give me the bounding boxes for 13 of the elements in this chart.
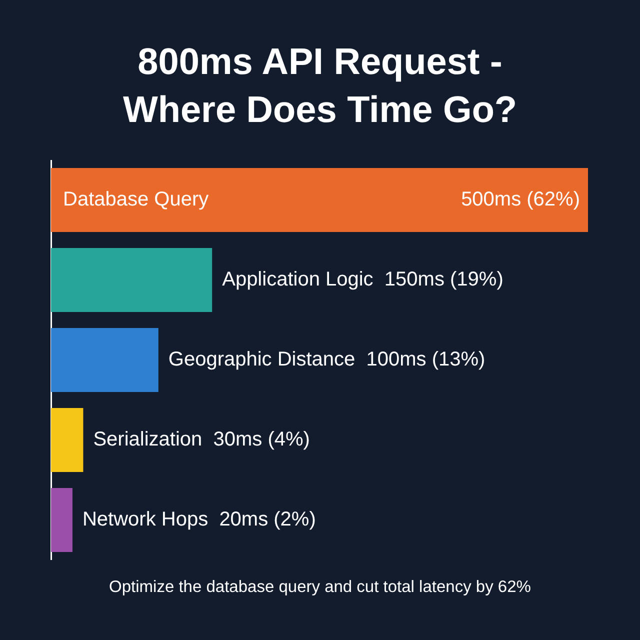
data-label: 500ms (62%) bbox=[461, 188, 580, 211]
bar bbox=[51, 328, 158, 392]
text: Optimize the database query and cut total latency by 62% bbox=[108, 578, 532, 597]
bar bbox=[51, 168, 588, 232]
bar bbox=[51, 248, 212, 312]
bar bbox=[51, 408, 84, 472]
category-label: Serialization 30ms (4%) bbox=[93, 428, 310, 451]
category-label: Application Logic 150ms (19%) bbox=[222, 268, 504, 291]
category-label: Network Hops 20ms (2%) bbox=[82, 508, 316, 531]
chart-title: 800ms API Request - Where Does Time Go? bbox=[122, 40, 518, 132]
y-tick-label: Database Query bbox=[63, 188, 209, 211]
bar bbox=[51, 488, 72, 552]
category-label: Geographic Distance 100ms (13%) bbox=[168, 348, 486, 371]
